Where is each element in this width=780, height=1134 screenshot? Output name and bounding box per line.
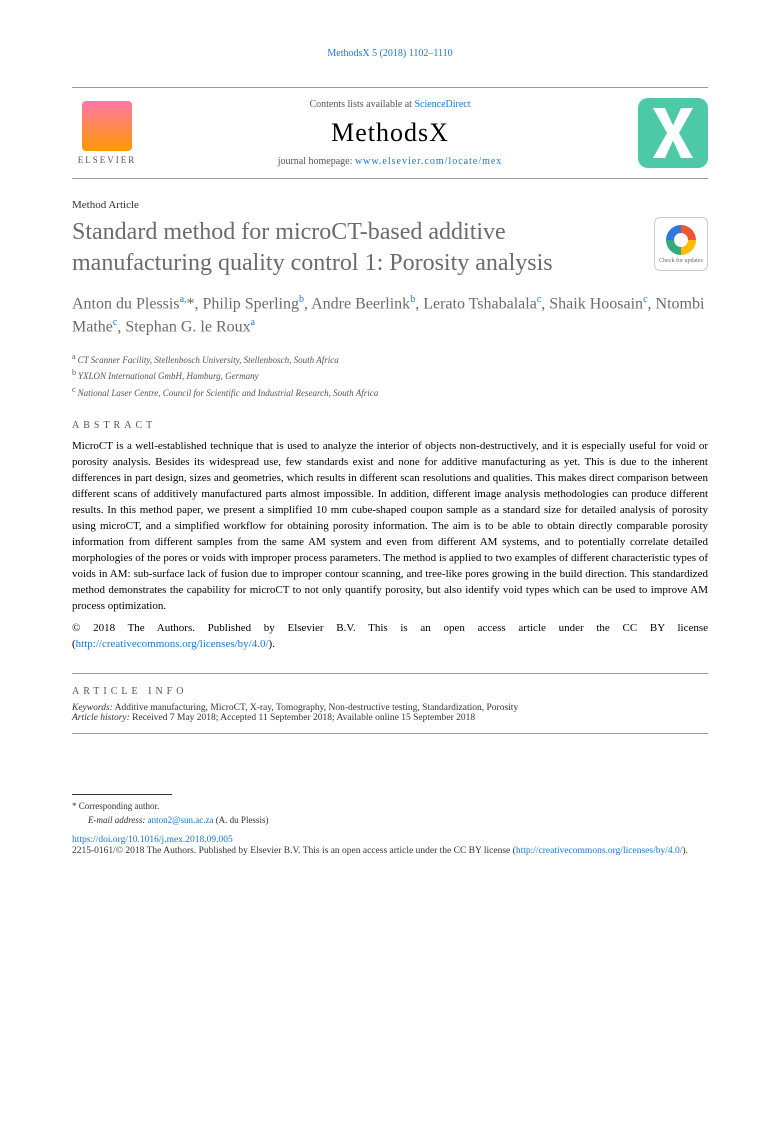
abstract-label: ABSTRACT [72,420,708,431]
divider [72,673,708,674]
affiliation-item: bYXLON International GmbH, Hamburg, Germ… [72,367,708,384]
homepage-prefix: journal homepage: [278,156,355,167]
article-title: Standard method for microCT-based additi… [72,217,634,279]
keywords-label: Keywords: [72,703,113,713]
history-label: Article history: [72,713,130,723]
homepage-line: journal homepage: www.elsevier.com/locat… [142,156,638,167]
corresponding-email-line: E-mail address: anton2@sun.ac.za (A. du … [72,815,708,825]
keywords-line: Keywords: Additive manufacturing, MicroC… [72,703,708,713]
doi-link[interactable]: https://doi.org/10.1016/j.mex.2018.09.00… [72,835,233,845]
divider [72,733,708,734]
homepage-link[interactable]: www.elsevier.com/locate/mex [355,156,502,167]
article-type: Method Article [72,199,708,211]
footer-copyright-suffix: ). [682,846,688,856]
affiliation-item: aCT Scanner Facility, Stellenbosch Unive… [72,351,708,368]
elsevier-tree-icon [82,101,132,151]
footer-copyright-prefix: 2215-0161/© 2018 The Authors. Published … [72,846,516,856]
contents-available-line: Contents lists available at ScienceDirec… [142,99,638,110]
running-header: MethodsX 5 (2018) 1102–1110 [72,48,708,59]
cc-by-link[interactable]: http://creativecommons.org/licenses/by/4… [76,638,269,650]
crossmark-icon [666,225,696,255]
corresponding-rule [72,794,172,799]
email-label: E-mail address: [88,815,148,825]
contents-prefix: Contents lists available at [309,99,414,110]
check-for-updates-button[interactable]: Check for updates [654,217,708,271]
journal-name: MethodsX [142,118,638,148]
publisher-name: ELSEVIER [78,155,137,165]
journal-logo [638,98,708,168]
keywords-text: Additive manufacturing, MicroCT, X-ray, … [113,703,518,713]
history-text: Received 7 May 2018; Accepted 11 Septemb… [130,713,475,723]
article-info-label: ARTICLE INFO [72,686,708,697]
abstract-text: MicroCT is a well-established technique … [72,439,708,614]
footer-cc-by-link[interactable]: http://creativecommons.org/licenses/by/4… [516,846,683,856]
elsevier-logo: ELSEVIER [72,101,142,165]
affiliation-item: cNational Laser Centre, Council for Scie… [72,384,708,401]
sciencedirect-link[interactable]: ScienceDirect [414,99,470,110]
doi-line: https://doi.org/10.1016/j.mex.2018.09.00… [72,835,708,845]
copyright-suffix: ). [269,638,275,650]
journal-banner: ELSEVIER Contents lists available at Sci… [72,87,708,179]
corresponding-author-label: * Corresponding author. [72,801,708,811]
corresponding-email-link[interactable]: anton2@sun.ac.za [148,815,214,825]
author-list: Anton du Plessisa,*, Philip Sperlingb, A… [72,293,708,338]
journal-logo-x-icon [653,108,693,158]
email-author: (A. du Plessis) [213,815,268,825]
affiliations: aCT Scanner Facility, Stellenbosch Unive… [72,351,708,401]
abstract-copyright: © 2018 The Authors. Published by Elsevie… [72,621,708,653]
footer-copyright: 2215-0161/© 2018 The Authors. Published … [72,845,708,858]
article-history-line: Article history: Received 7 May 2018; Ac… [72,713,708,723]
check-updates-label: Check for updates [659,258,703,264]
